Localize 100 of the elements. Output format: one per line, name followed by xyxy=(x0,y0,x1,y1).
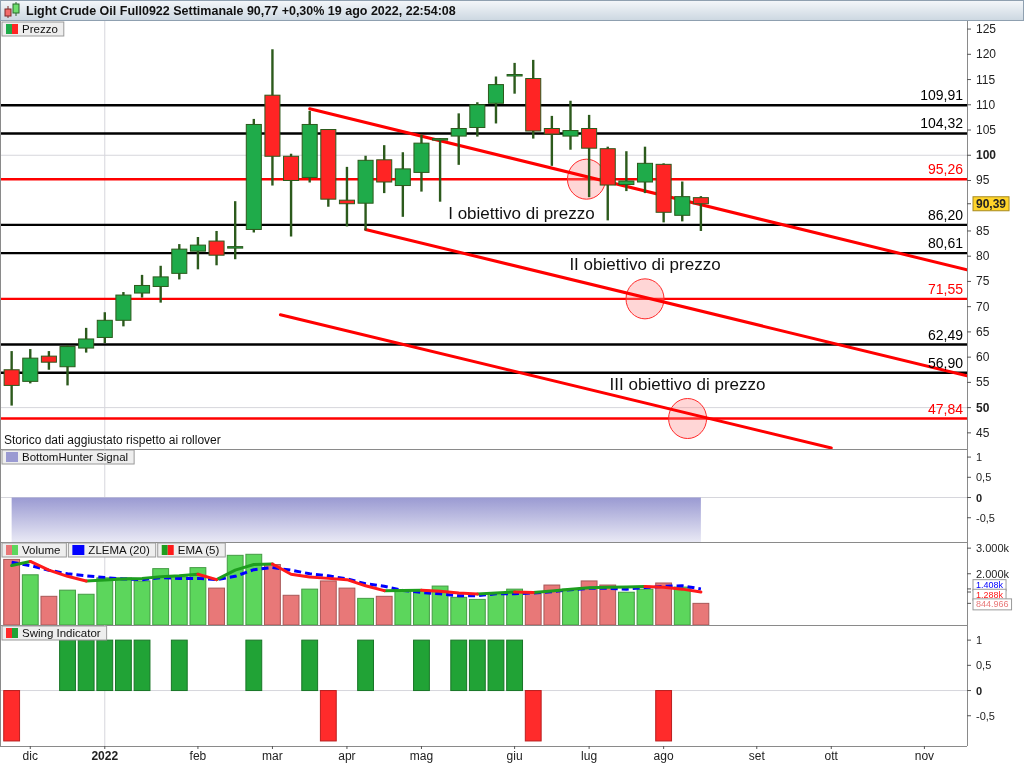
y-tick-label: 844.966 xyxy=(976,599,1009,610)
legend-label: Swing Indicator xyxy=(22,627,101,639)
legend-label: EMA (5) xyxy=(177,544,220,556)
x-tick-label: apr xyxy=(338,749,356,763)
y-tick-label: 0 xyxy=(976,491,983,504)
bar xyxy=(413,589,430,625)
candlestick xyxy=(636,145,654,195)
legend-label: Volume xyxy=(22,544,61,556)
ref-line-label: 80,61 xyxy=(927,235,964,252)
y-tick-label: 95 xyxy=(976,173,990,188)
candlestick xyxy=(506,61,523,95)
y-tick-label: 1.288k xyxy=(976,589,1004,600)
y-tick-label: 0,5 xyxy=(976,471,992,484)
y-tick-label: 110 xyxy=(976,97,996,112)
bar xyxy=(21,574,39,625)
bar xyxy=(301,588,319,625)
candlestick xyxy=(40,349,57,371)
candlestick xyxy=(376,143,393,195)
ref-line-label: 86,20 xyxy=(927,206,964,223)
candlestick xyxy=(394,151,411,219)
ref-line-label: 71,55 xyxy=(927,280,964,297)
candlestick xyxy=(450,112,467,167)
bar xyxy=(40,595,58,625)
candlestick xyxy=(134,273,151,299)
annotation: II obiettivo di prezzo xyxy=(569,255,721,275)
x-tick-label: mag xyxy=(409,749,434,763)
y-tick-label: 85 xyxy=(976,223,990,238)
bar xyxy=(59,589,76,625)
candlestick xyxy=(618,150,635,193)
candlestick xyxy=(208,229,225,267)
annotation: III obiettivo di prezzo xyxy=(609,375,766,395)
x-tick-label: 2022 xyxy=(91,749,119,763)
bar xyxy=(394,590,412,625)
y-tick-label: 75 xyxy=(976,274,990,289)
candlestick xyxy=(469,101,486,138)
y-tick-label: 80 xyxy=(976,249,990,264)
candlestick xyxy=(227,199,244,261)
x-tick-label: ago xyxy=(653,749,674,763)
chart-title: Light Crude Oil Full0922 Settimanale 90,77 +0,30% 19 ago 2022, 22:54:08 xyxy=(26,4,456,18)
annotation: Storico dati aggiustato rispetto ai rollover xyxy=(4,433,221,447)
candlestick xyxy=(692,194,709,233)
x-tick-label: lug xyxy=(581,749,598,763)
y-tick-label: 115 xyxy=(976,72,996,87)
y-tick-label: -0,5 xyxy=(976,511,995,524)
x-tick-label: ott xyxy=(824,749,839,763)
y-tick-label: 45 xyxy=(976,425,990,440)
candlestick xyxy=(22,347,39,385)
y-tick-label: 65 xyxy=(976,324,990,339)
y-tick-label: 55 xyxy=(976,375,990,390)
y-tick-label: 50 xyxy=(976,400,990,415)
y-tick-label: 60 xyxy=(976,350,990,365)
legend-label: BottomHunter Signal xyxy=(22,451,129,463)
candlestick xyxy=(96,311,113,345)
x-tick-label: dic xyxy=(22,749,38,763)
ref-line-label: 62,49 xyxy=(927,326,964,343)
y-tick-label: 0,5 xyxy=(976,659,992,672)
y-tick-label: 0 xyxy=(976,684,983,697)
bar xyxy=(375,595,393,625)
y-tick-label: 70 xyxy=(976,299,990,314)
annotation: I obiettivo di prezzo xyxy=(448,203,595,223)
x-tick-label: mar xyxy=(262,749,283,763)
ref-line-label: 95,26 xyxy=(927,161,964,178)
y-tick-label: 1 xyxy=(976,451,983,464)
candlestick xyxy=(674,180,691,223)
y-tick-label: 125 xyxy=(976,22,997,37)
y-tick-label: 1.408k xyxy=(976,580,1004,591)
y-tick-label: -0,5 xyxy=(976,709,995,722)
legend-label: ZLEMA (20) xyxy=(88,544,150,556)
ref-line-label: 109,91 xyxy=(920,87,964,104)
x-tick-label: feb xyxy=(189,749,207,763)
bar xyxy=(655,582,673,625)
bar xyxy=(562,588,579,625)
y-tick-label: 90,39 xyxy=(976,196,1007,211)
y-tick-label: 3.000k xyxy=(976,542,1010,555)
bar xyxy=(3,558,21,625)
bar xyxy=(673,586,691,625)
y-tick-label: 2.000k xyxy=(976,567,1010,580)
x-tick-label: giu xyxy=(506,749,523,763)
candlestick xyxy=(432,136,449,203)
bar xyxy=(208,587,225,625)
y-tick-label: 100 xyxy=(976,148,997,163)
ref-line-label: 104,32 xyxy=(920,115,964,132)
ref-line-label: 56,90 xyxy=(927,354,964,371)
candlestick xyxy=(189,235,206,271)
ref-line-label: 47,84 xyxy=(927,400,964,417)
candlestick xyxy=(152,264,169,304)
legend-label: Prezzo xyxy=(22,23,58,35)
candlestick xyxy=(3,349,20,407)
candlestick xyxy=(59,343,76,387)
candlestick xyxy=(487,75,504,125)
y-tick-label: 120 xyxy=(976,47,997,62)
candlestick xyxy=(562,99,579,151)
bar xyxy=(692,602,710,625)
bar xyxy=(357,597,374,625)
candlestick xyxy=(581,113,598,199)
candlestick xyxy=(543,114,560,168)
x-tick-label: nov xyxy=(914,749,935,763)
y-tick-label: 105 xyxy=(976,123,997,138)
x-tick-label: set xyxy=(748,749,766,763)
candlestick xyxy=(78,326,95,354)
